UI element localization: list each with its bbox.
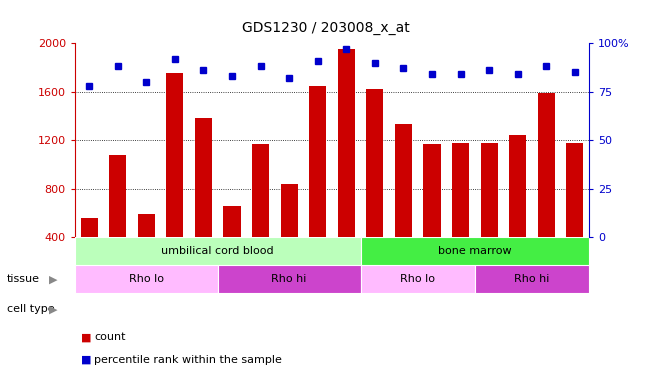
Bar — [480, 142, 498, 237]
Text: Rho hi: Rho hi — [271, 274, 307, 284]
Text: ■: ■ — [81, 333, 92, 342]
Bar — [223, 206, 241, 237]
Text: ▶: ▶ — [49, 274, 57, 284]
Text: ▶: ▶ — [49, 304, 57, 314]
Text: GDS1230 / 203008_x_at: GDS1230 / 203008_x_at — [242, 21, 409, 34]
Bar — [361, 265, 475, 292]
Bar — [367, 89, 383, 237]
Bar — [81, 217, 98, 237]
Bar — [75, 237, 361, 265]
Bar — [166, 74, 184, 237]
Bar — [138, 214, 155, 237]
Text: Rho lo: Rho lo — [129, 274, 164, 284]
Bar — [75, 265, 217, 292]
Bar — [361, 237, 589, 265]
Bar — [217, 265, 361, 292]
Text: count: count — [94, 333, 126, 342]
Text: tissue: tissue — [7, 274, 40, 284]
Text: cell type: cell type — [7, 304, 54, 314]
Text: umbilical cord blood: umbilical cord blood — [161, 246, 274, 256]
Bar — [452, 143, 469, 237]
Bar — [195, 118, 212, 237]
Text: ■: ■ — [81, 355, 92, 365]
Bar — [423, 144, 441, 237]
Text: Rho hi: Rho hi — [514, 274, 549, 284]
Bar — [475, 265, 589, 292]
Bar — [309, 86, 326, 237]
Text: bone marrow: bone marrow — [438, 246, 512, 256]
Text: percentile rank within the sample: percentile rank within the sample — [94, 355, 283, 365]
Bar — [109, 154, 126, 237]
Bar — [538, 93, 555, 237]
Bar — [252, 144, 269, 237]
Bar — [338, 49, 355, 237]
Bar — [395, 124, 412, 237]
Bar — [509, 135, 526, 237]
Bar — [566, 143, 583, 237]
Bar — [281, 184, 298, 237]
Text: Rho lo: Rho lo — [400, 274, 436, 284]
